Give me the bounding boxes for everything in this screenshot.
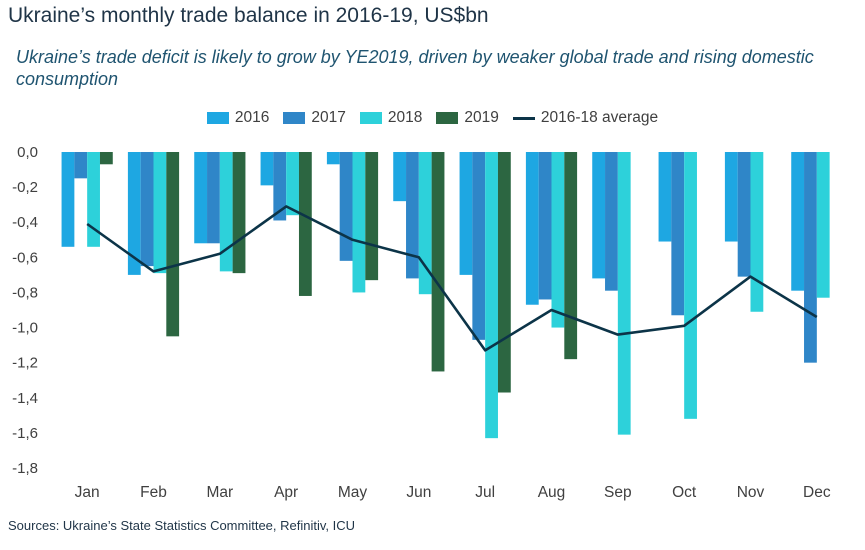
bar-2016 — [393, 152, 407, 202]
x-tick-label: Sep — [604, 484, 632, 501]
bar-2017 — [207, 152, 220, 244]
bar-2019 — [232, 152, 246, 274]
bar-2017 — [804, 152, 817, 363]
bar-2016 — [525, 152, 539, 305]
bar-2016 — [459, 152, 473, 275]
x-tick-label: Nov — [737, 484, 765, 501]
legend-swatch — [206, 112, 229, 124]
x-tick-label: Apr — [274, 484, 298, 501]
bar-2016 — [260, 152, 274, 186]
average-line — [86, 205, 818, 352]
legend-item: 2016 — [206, 109, 270, 127]
bar-2018 — [286, 152, 299, 216]
bar-2017 — [605, 152, 618, 291]
bar-2016 — [326, 152, 340, 165]
legend-label: 2018 — [387, 109, 423, 126]
bar-2018 — [684, 152, 697, 419]
bar-2019 — [99, 152, 113, 165]
bar-2016 — [127, 152, 141, 275]
y-tick-label: -1,4 — [12, 390, 38, 407]
y-tick-label: -0,4 — [12, 214, 38, 231]
bar-2017 — [737, 152, 751, 277]
legend-swatch — [359, 112, 382, 124]
legend-swatch — [512, 116, 535, 120]
bar-2016 — [791, 152, 805, 291]
bar-2018 — [153, 152, 167, 274]
bar-2018 — [551, 152, 565, 328]
bar-2017 — [406, 152, 419, 279]
bar-2017 — [339, 152, 353, 261]
legend-label: 2016-18 average — [540, 109, 659, 126]
y-tick-label: -0,8 — [12, 284, 38, 301]
bar-2019 — [365, 152, 379, 281]
legend-label: 2016 — [234, 109, 270, 126]
bar-2018 — [750, 152, 764, 312]
x-tick-label: Oct — [672, 484, 697, 501]
bar-2019 — [431, 152, 445, 372]
legend-item: 2019 — [436, 109, 499, 127]
bar-2018 — [617, 152, 631, 435]
bar-2016 — [724, 152, 738, 242]
y-tick-label: -0,6 — [12, 249, 38, 266]
legend-label: 2017 — [311, 109, 346, 126]
source-note: Sources: Ukraine’s State Statistics Comm… — [8, 518, 356, 533]
bar-2017 — [538, 152, 552, 300]
bar-2017 — [74, 152, 88, 179]
bar-2016 — [658, 152, 672, 242]
y-tick-label: -1,0 — [12, 320, 38, 337]
chart-title: Ukraine’s monthly trade balance in 2016-… — [8, 4, 489, 27]
bar-2018 — [352, 152, 366, 293]
bar-2017 — [273, 152, 287, 221]
y-tick-label: -1,6 — [12, 425, 38, 442]
legend-swatch — [283, 112, 306, 124]
y-tick-label: -1,8 — [12, 460, 38, 477]
x-tick-label: Jul — [475, 484, 495, 501]
x-tick-label: Jun — [406, 484, 431, 501]
x-tick-label: Mar — [206, 484, 233, 501]
bar-2017 — [140, 152, 154, 267]
legend-label: 2019 — [464, 109, 499, 126]
legend-item: 2018 — [359, 109, 423, 127]
bar-2019 — [564, 152, 578, 360]
x-tick-label: Jan — [75, 484, 100, 501]
x-tick-label: May — [338, 484, 368, 501]
bar-2016 — [592, 152, 606, 279]
bar-2019 — [298, 152, 312, 296]
x-tick-label: Aug — [538, 484, 566, 501]
y-tick-label: 0,0 — [17, 144, 38, 161]
bar-2018 — [219, 152, 233, 272]
y-tick-label: -0,2 — [12, 179, 38, 196]
bar-2018 — [418, 152, 432, 295]
bar-2018 — [485, 152, 498, 439]
bar-2016 — [61, 152, 75, 247]
legend-item: 2017 — [283, 109, 346, 127]
bar-2018 — [87, 152, 100, 247]
bar-2017 — [671, 152, 685, 316]
bar-2019 — [497, 152, 511, 393]
bar-2018 — [816, 152, 830, 298]
bar-2017 — [472, 152, 486, 340]
y-tick-label: -1,2 — [12, 355, 38, 372]
x-tick-label: Feb — [140, 484, 167, 501]
bar-2016 — [194, 152, 208, 244]
legend-swatch — [436, 112, 459, 124]
bar-2019 — [166, 152, 180, 337]
legend-item: 2016-18 average — [512, 109, 659, 127]
chart-legend: 2016 2017 2018 2019 2016-18 average — [0, 109, 865, 127]
chart-subtitle: Ukraine’s trade deficit is likely to gro… — [16, 47, 814, 89]
x-tick-label: Dec — [803, 484, 831, 501]
